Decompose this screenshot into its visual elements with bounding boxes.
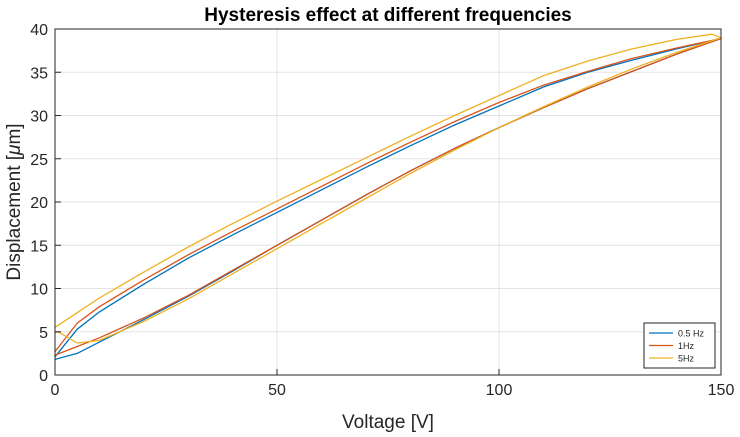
y-tick-label: 20 bbox=[30, 195, 48, 212]
chart-title: Hysteresis effect at different frequenci… bbox=[204, 5, 571, 26]
x-tick-label: 150 bbox=[708, 382, 735, 399]
x-tick-label: 100 bbox=[486, 382, 513, 399]
axis-ticks: 0 50 100 150 0 5 10 15 20 25 30 35 40 bbox=[30, 22, 734, 399]
legend: 0.5 Hz 1Hz 5Hz bbox=[643, 322, 716, 369]
x-tick-label: 50 bbox=[268, 382, 286, 399]
y-tick-label: 10 bbox=[30, 282, 48, 299]
x-axis-label: Voltage [V] bbox=[342, 412, 434, 433]
x-tick-label: 0 bbox=[51, 382, 60, 399]
y-tick-label: 15 bbox=[30, 238, 48, 255]
y-axis-label-suffix: m] bbox=[4, 123, 25, 144]
y-tick-label: 0 bbox=[39, 368, 48, 385]
legend-label-1: 0.5 Hz bbox=[678, 329, 705, 339]
y-axis-label-prefix: Displacement [ bbox=[4, 154, 25, 280]
y-axis-label: Displacement [μm] bbox=[4, 123, 25, 280]
y-tick-label: 30 bbox=[30, 109, 48, 126]
y-tick-label: 25 bbox=[30, 152, 48, 169]
y-axis-label-mu: μ bbox=[4, 144, 25, 156]
y-tick-label: 5 bbox=[39, 325, 48, 342]
legend-label-3: 5Hz bbox=[678, 354, 695, 364]
y-tick-label: 40 bbox=[30, 22, 48, 39]
y-tick-label: 35 bbox=[30, 65, 48, 82]
legend-label-2: 1Hz bbox=[678, 341, 695, 351]
